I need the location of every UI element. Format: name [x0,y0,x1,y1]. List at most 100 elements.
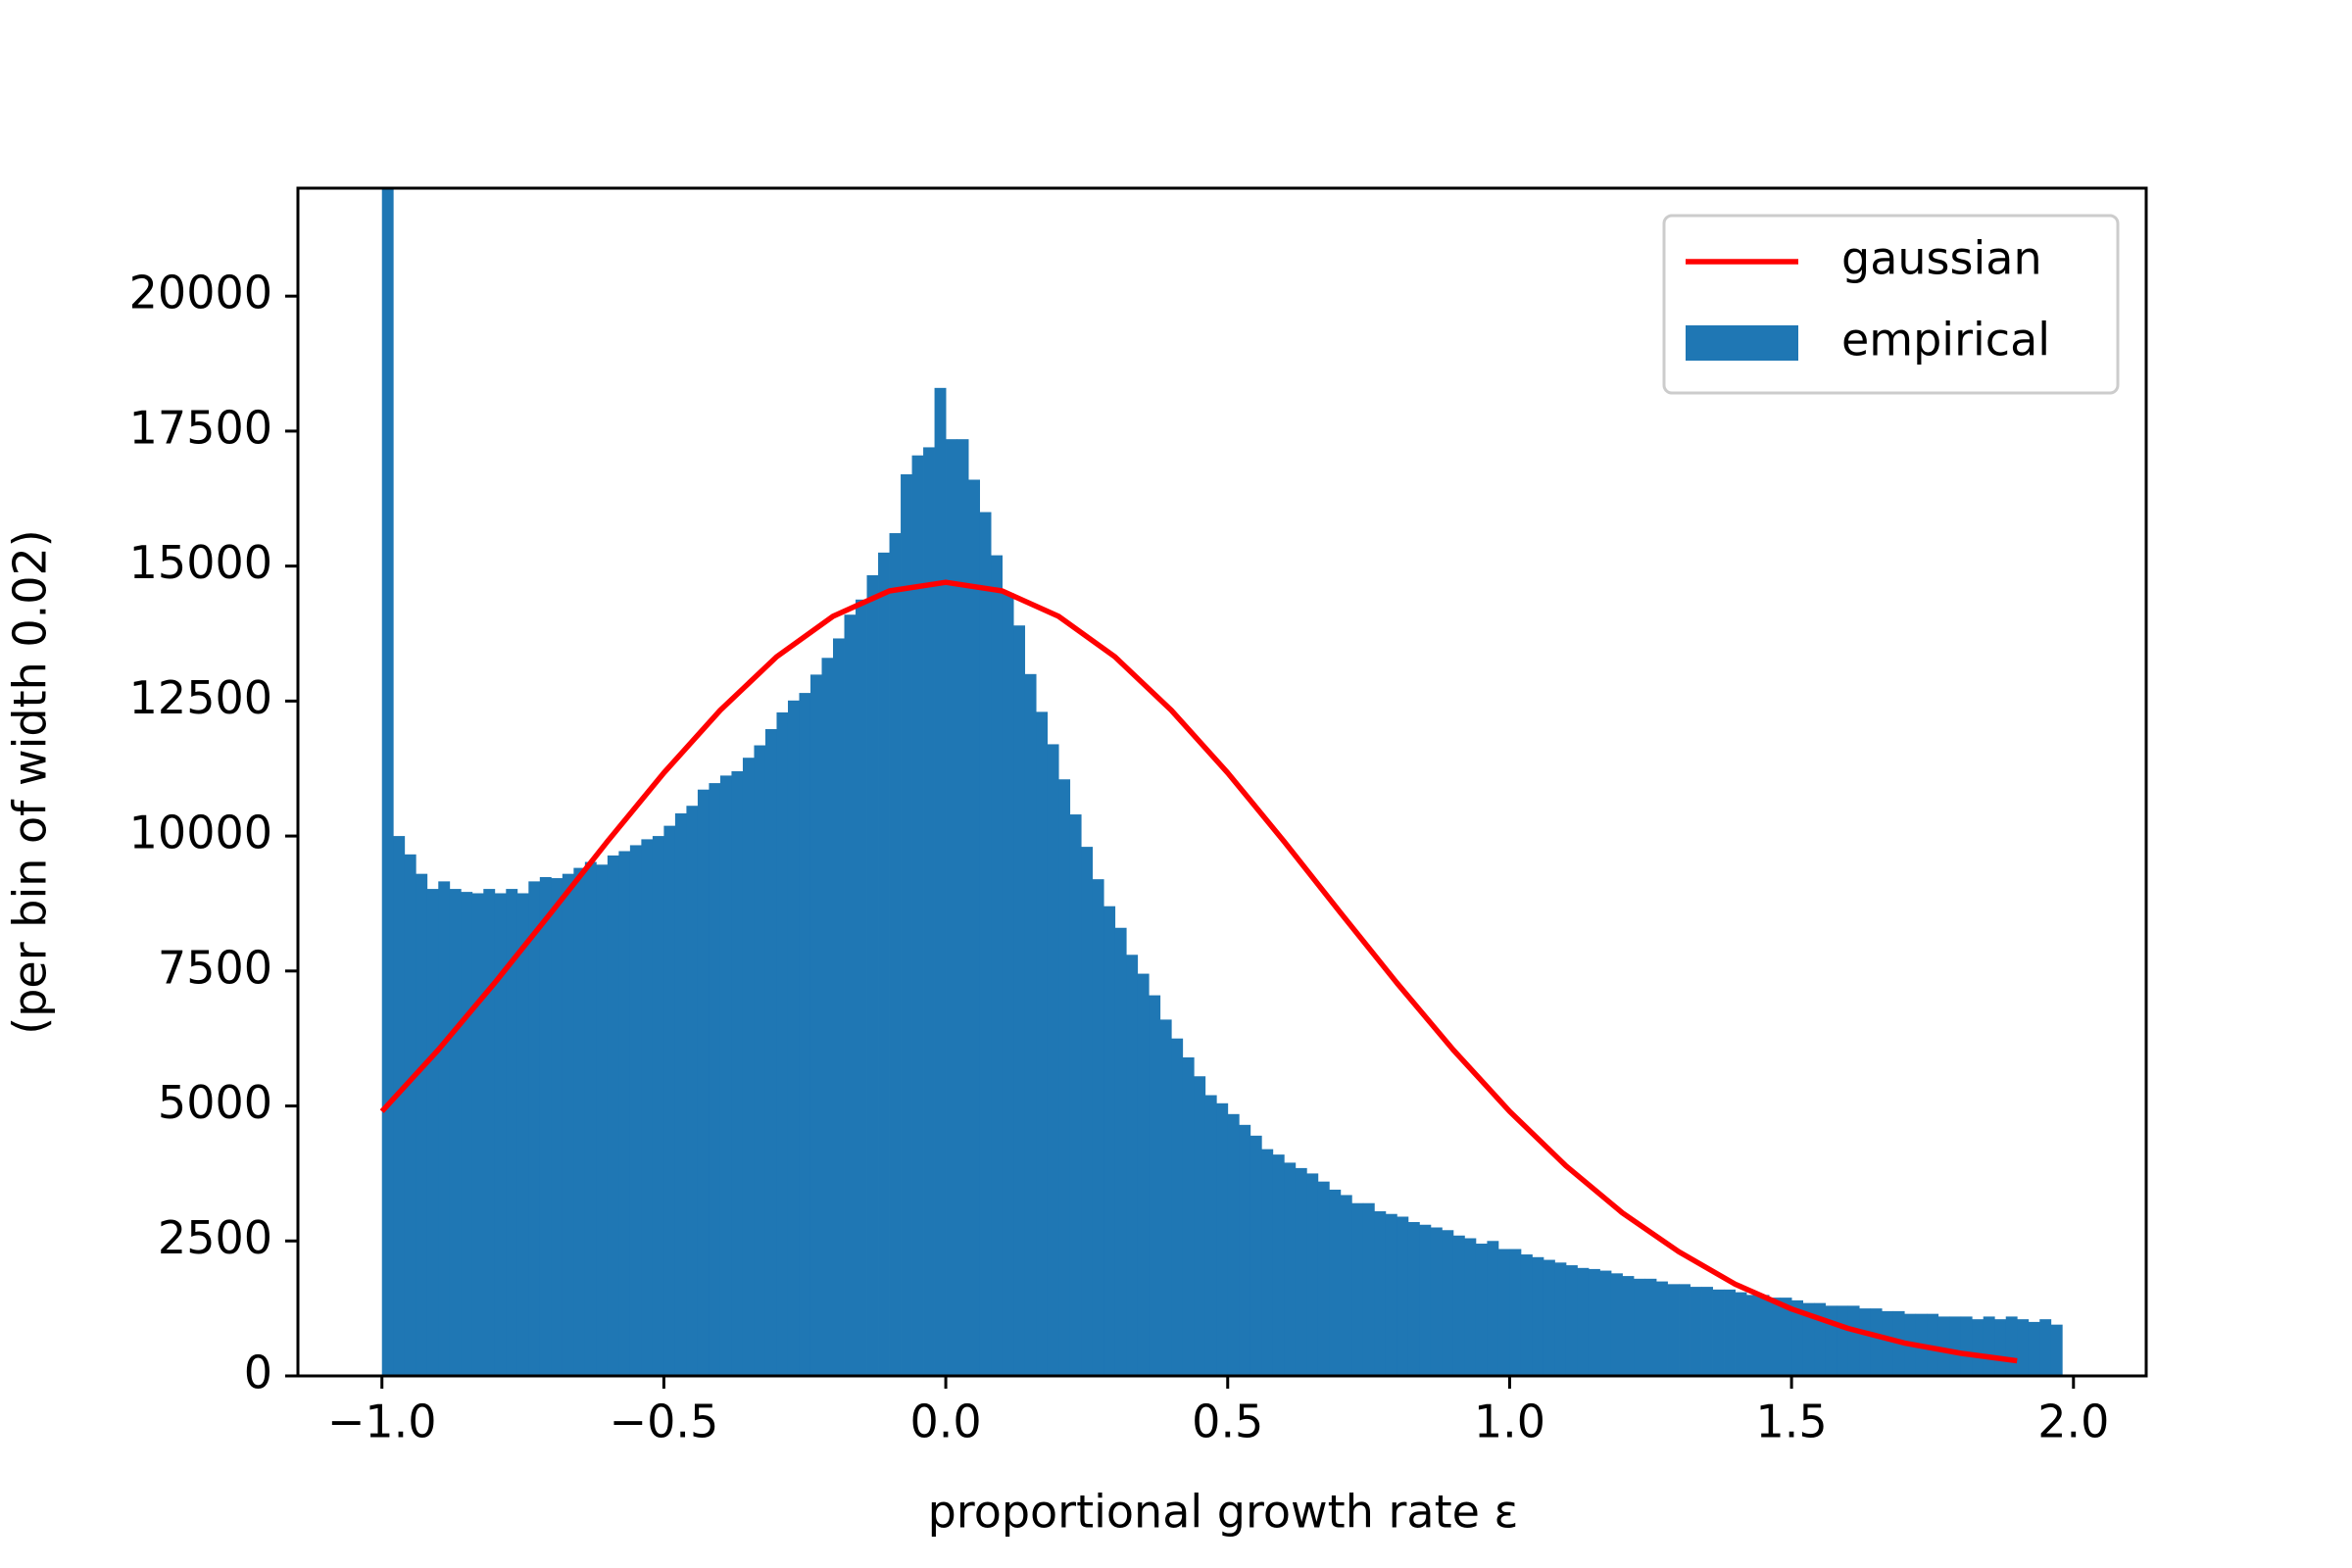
histogram-bar [1667,1284,1680,1376]
histogram-bar [2005,1316,2018,1376]
histogram-bar [1610,1273,1623,1376]
histogram-bar [1452,1235,1465,1376]
histogram-bar [426,889,439,1376]
histogram-bar [381,188,394,1376]
x-tick-label: 0.5 [1192,1396,1263,1448]
histogram-bar [1634,1278,1645,1376]
legend-label: empirical [1841,314,2050,367]
histogram-bar [483,889,496,1376]
histogram-bar [404,854,416,1376]
histogram-bar [607,855,619,1376]
histogram-bar [1159,1019,1172,1376]
histogram-bar [1780,1298,1792,1376]
histogram-bar [1927,1313,1939,1376]
histogram-bar [1362,1202,1375,1376]
histogram-bar [1757,1295,1770,1376]
histogram-bar [1554,1262,1567,1376]
x-tick-label: −1.0 [327,1396,437,1448]
y-tick-label: 20000 [129,267,272,319]
histogram-bar [697,789,710,1376]
histogram-bar [596,864,609,1376]
histogram-bar [1599,1270,1612,1376]
histogram-bar [809,674,822,1376]
histogram-bar [1047,744,1059,1376]
histogram-bar [1814,1302,1827,1376]
histogram-bar [2017,1319,2030,1376]
histogram-bar [731,770,744,1376]
histogram-bar [1712,1289,1725,1376]
histogram-bar [1825,1305,1838,1376]
histogram-bar [1802,1302,1815,1376]
histogram-bar [1239,1124,1251,1376]
histogram-bar [1746,1295,1758,1376]
histogram-bar [652,836,664,1376]
histogram-bar [1295,1167,1307,1376]
x-tick-label: −0.5 [610,1396,719,1448]
histogram-bar [1407,1221,1420,1376]
histogram-bar [1419,1224,1432,1376]
histogram-bar [1171,1038,1184,1376]
histogram-bar [1126,955,1139,1376]
histogram-bar [1588,1268,1600,1376]
histogram-bar [787,700,800,1376]
histogram-bar [1882,1310,1894,1376]
histogram-bar [1069,814,1082,1376]
histogram-bar [866,575,879,1376]
histogram-bar [2028,1321,2040,1376]
histogram-bar [1509,1249,1522,1376]
histogram-bar [889,533,902,1376]
histogram-bar [821,658,834,1376]
histogram-bar [1690,1287,1702,1376]
histogram-bar [539,876,552,1376]
histogram-bar [1644,1278,1657,1376]
histogram-bar [1656,1281,1668,1376]
histogram-bar [1847,1305,1860,1376]
histogram-bar [1430,1227,1443,1376]
histogram-bar [1137,973,1150,1376]
histogram-bar [1487,1241,1499,1376]
histogram-bar [629,845,642,1376]
histogram-bar [494,893,507,1376]
y-tick-label: 2500 [158,1211,272,1264]
histogram-bar [1679,1284,1690,1376]
histogram-bar [911,455,924,1376]
histogram-bar [1182,1056,1195,1376]
histogram-bar [878,552,890,1376]
plot-area [379,188,2063,1376]
histogram-bar [1532,1256,1544,1376]
x-tick-label: 2.0 [2037,1396,2109,1448]
histogram-bar [709,783,721,1376]
y-axis-label: (per bin of width 0.02) [4,529,57,1034]
histogram-bar [1092,879,1104,1376]
histogram-bar [1837,1305,1849,1376]
histogram-bar [1250,1135,1262,1376]
y-tick-label: 5000 [158,1076,272,1129]
histogram-bar [449,889,462,1376]
histogram-bar [1013,625,1026,1376]
histogram-bar [1475,1244,1488,1376]
histogram-bar [618,851,631,1376]
histogram-bar [1227,1113,1240,1376]
y-tick-label: 7500 [158,941,272,994]
x-axis-label: proportional growth rate ε [928,1486,1519,1539]
histogram-bar [2039,1319,2052,1376]
histogram-bar [562,873,574,1376]
histogram-bar [1994,1319,2007,1376]
histogram-bar [1859,1308,1872,1376]
histogram-bar [1870,1308,1883,1376]
histogram-bar [551,878,564,1376]
histogram-bar [1622,1276,1635,1376]
histogram-bar [764,729,777,1376]
histogram-bar [438,881,451,1376]
histogram-bar [1036,711,1049,1376]
histogram-bar [1565,1265,1578,1376]
histogram-bar [1351,1202,1364,1376]
histogram-bar [1543,1259,1555,1376]
histogram-bar [1464,1238,1477,1376]
histogram-bar [584,861,597,1376]
histogram-bar [1442,1230,1454,1376]
histogram-bar [506,889,518,1376]
histogram-bar [946,439,957,1376]
histogram-bar [1960,1316,1973,1376]
histogram-bar [833,638,845,1376]
